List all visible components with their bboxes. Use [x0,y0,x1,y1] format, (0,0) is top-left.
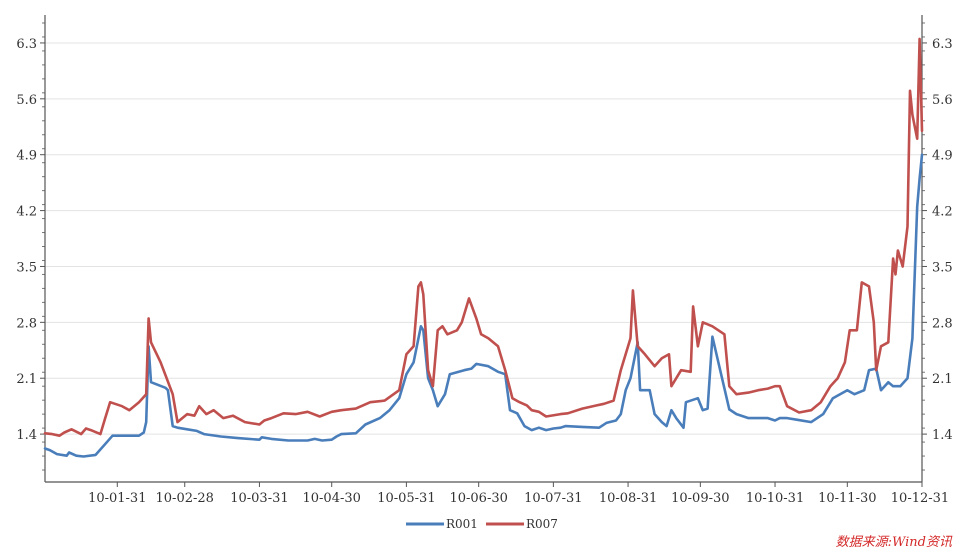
series-lines [43,37,924,458]
x-tick-label: 10-08-31 [599,491,657,506]
x-tick-label: 10-03-31 [230,491,288,506]
y-tick-label-right: 1.4 [932,428,953,443]
axes: 1.4 1.4 2.1 2.1 2.8 2.8 3.5 3.5 4.2 4.2 4.9 4.9 5.6 5… [16,15,953,506]
source-note: 数据来源:Wind资讯 [835,535,952,550]
y-tick-label-right: 3.5 [932,260,953,275]
y-tick-label-left: 6.3 [16,37,37,52]
x-tick-label: 10-04-30 [303,491,361,506]
y-tick-label-left: 5.6 [16,93,37,108]
y-tick-label-left: 4.9 [16,149,37,164]
y-tick-label-right: 2.8 [932,316,953,331]
y-tick-label-right: 4.2 [932,205,953,220]
y-tick-label-left: 3.5 [16,260,37,275]
legend-label-r007: R007 [526,517,558,531]
y-tick-label-left: 2.1 [16,372,37,387]
legend-label-r001: R001 [446,517,478,531]
x-tick-label: 10-01-31 [88,491,146,506]
series-line-r007 [43,37,924,438]
y-tick-label-right: 6.3 [932,37,953,52]
y-tick-label-left: 2.8 [16,316,37,331]
horizontal-grid [45,42,922,435]
x-tick-label: 10-07-31 [524,491,582,506]
x-tick-label: 10-02-28 [156,491,214,506]
x-tick-label: 10-10-31 [746,491,804,506]
series-line-r001 [43,153,924,458]
y-tick-label-right: 2.1 [932,372,953,387]
y-tick-label-left: 1.4 [16,428,37,443]
y-tick-label-right: 4.9 [932,149,953,164]
x-tick-label: 10-11-30 [818,491,876,506]
y-tick-label-left: 4.2 [16,205,37,220]
y-tick-label-right: 5.6 [932,93,953,108]
legend: R001 R007 [406,517,558,531]
x-tick-label: 10-09-30 [671,491,729,506]
x-tick-label: 10-12-31 [891,491,949,506]
x-tick-label: 10-06-30 [449,491,507,506]
x-tick-label: 10-05-31 [377,491,435,506]
